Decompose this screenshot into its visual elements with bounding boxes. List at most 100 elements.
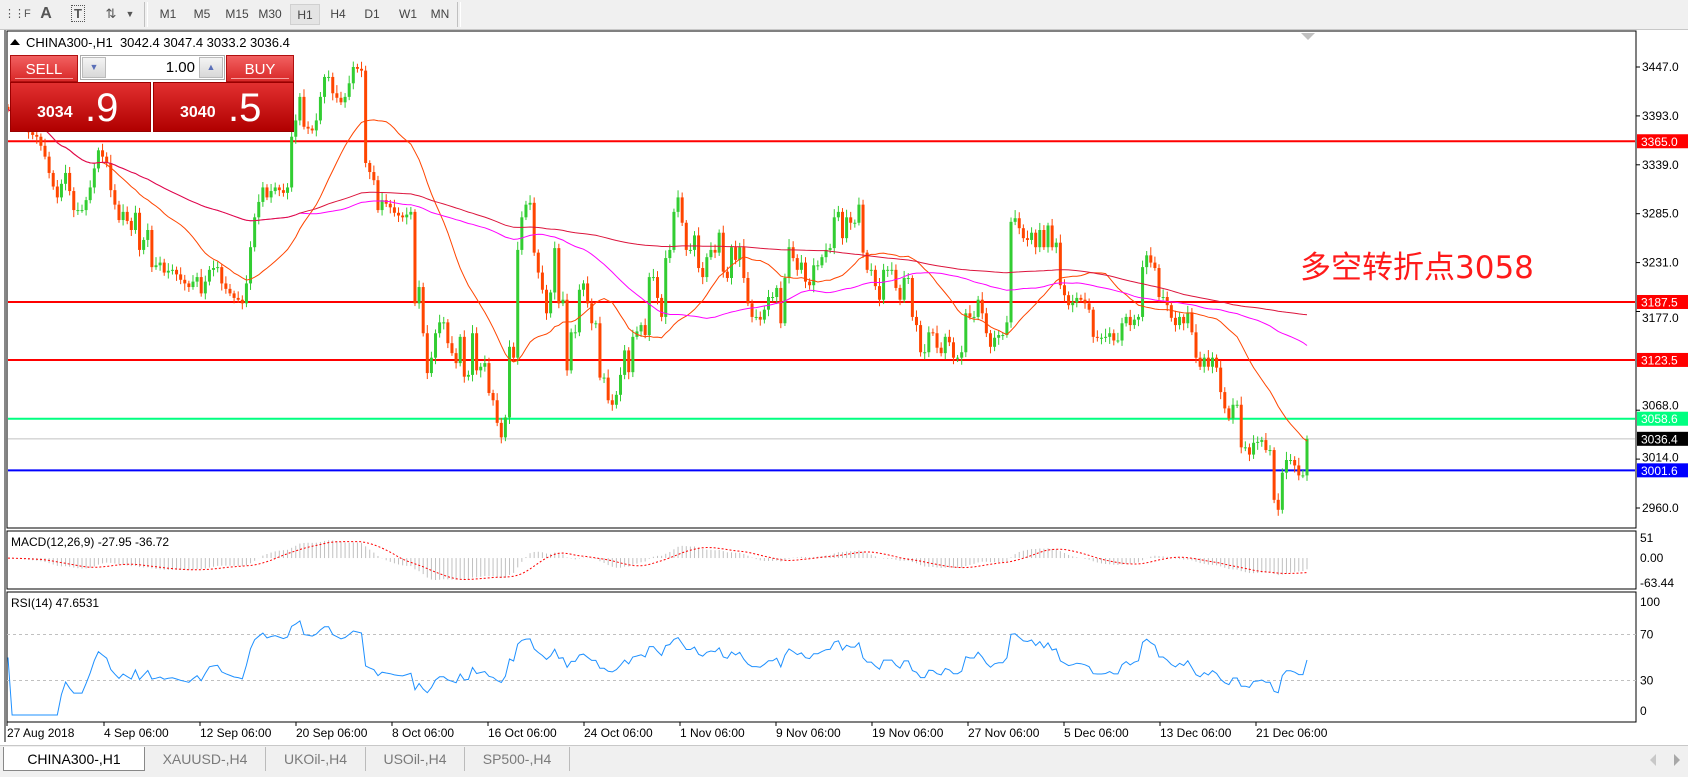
buy-price-button[interactable]: 3040 .5 (153, 82, 294, 132)
tab-xauusd-h4[interactable]: XAUUSD-,H4 (145, 747, 266, 771)
candle-bull (775, 287, 779, 298)
candle-bull (1046, 225, 1050, 248)
candle-bear (1025, 238, 1029, 240)
candle-bear (877, 286, 881, 300)
tab-usoil-h4[interactable]: USOil-,H4 (366, 747, 465, 771)
timeframe-m1[interactable]: M1 (159, 7, 177, 21)
candle-bear (1017, 218, 1021, 229)
rsi-axis-label: 0 (1640, 704, 1647, 718)
sell-price-button[interactable]: 3034 .9 (10, 82, 151, 132)
candle-bear (51, 172, 55, 187)
candle-bear (425, 333, 429, 374)
chevron-down-icon[interactable]: ▼ (125, 9, 135, 19)
candle-bull (471, 333, 475, 375)
timeframe-h4[interactable]: H4 (330, 7, 346, 21)
volume-decrease-button[interactable]: ▼ (82, 57, 106, 78)
candle-bear (495, 400, 499, 423)
candle-bull (1186, 312, 1190, 324)
candle-bull (832, 217, 836, 249)
tab-china300-h1[interactable]: CHINA300-,H1 (3, 747, 145, 771)
timeframe-h1[interactable]: H1 (290, 4, 320, 25)
candle-bear (183, 279, 187, 284)
candle-bull (80, 210, 84, 212)
candle-bull (1001, 335, 1005, 337)
candle-bull (1256, 441, 1260, 443)
timeframe-m5[interactable]: M5 (193, 7, 211, 21)
candle-bull (647, 277, 651, 336)
candle-bull (762, 309, 766, 320)
candle-bear (725, 271, 729, 278)
candle-bull (1132, 319, 1136, 326)
candle-bear (742, 247, 746, 278)
candle-bull (1202, 357, 1206, 367)
candle-bull (64, 172, 68, 184)
candle-bull (561, 299, 565, 304)
sell-price-big: .9 (85, 86, 119, 130)
time-axis-label: 13 Dec 06:00 (1160, 726, 1232, 740)
text-label-icon[interactable]: T (68, 4, 88, 24)
timeframe-m15[interactable]: M15 (225, 7, 249, 21)
timeframe-m30[interactable]: M30 (258, 7, 282, 21)
candle-bull (170, 269, 174, 271)
candle-bull (997, 335, 1001, 338)
candle-bear (1173, 317, 1177, 326)
candle-bear (656, 277, 659, 298)
scroll-right-arrow-icon[interactable] (1674, 754, 1680, 766)
volume-input[interactable]: 1.00 (165, 59, 195, 76)
candle-bull (976, 299, 980, 317)
candle-bear (162, 262, 166, 273)
collapse-triangle-icon[interactable] (10, 39, 20, 45)
candle-bull (1099, 337, 1103, 339)
candle-bear (968, 313, 972, 317)
tab-sp500-h4[interactable]: SP500-,H4 (465, 747, 570, 771)
volume-increase-button[interactable]: ▲ (199, 57, 223, 78)
candle-bull (146, 229, 150, 240)
time-axis-label: 9 Nov 06:00 (776, 726, 841, 740)
candle-bear (72, 191, 76, 211)
candle-bull (960, 352, 964, 358)
timeframe-d1[interactable]: D1 (364, 7, 380, 21)
candle-bull (1235, 404, 1239, 406)
sell-button[interactable]: SELL (10, 55, 78, 82)
candle-bear (734, 247, 738, 260)
candle-bull (619, 374, 623, 395)
text-icon[interactable]: A (40, 5, 52, 22)
candle-bear (1297, 465, 1301, 476)
candle-bear (947, 336, 951, 343)
candle-bear (368, 162, 372, 173)
candle-bull (845, 217, 849, 239)
candle-bear (462, 336, 466, 377)
candle-bear (499, 422, 503, 438)
price-level-tag-label: 3187.5 (1641, 295, 1678, 309)
candle-bull (417, 287, 421, 304)
candle-bear (803, 262, 807, 282)
candle-bear (873, 269, 877, 287)
candle-bull (438, 322, 442, 334)
arrows-icon[interactable]: ⇅ (105, 6, 117, 21)
volume-stepper[interactable]: ▼ 1.00 ▲ (80, 55, 225, 80)
scroll-left-arrow-icon[interactable] (1650, 754, 1656, 766)
candle-bear (610, 400, 614, 405)
rsi-pane (6, 591, 1637, 723)
candle-bear (450, 343, 454, 354)
candle-bear (220, 267, 224, 284)
candle-bull (886, 269, 890, 271)
timeframe-mn[interactable]: MN (430, 7, 450, 21)
candle-bear (1264, 440, 1268, 451)
buy-button[interactable]: BUY (226, 55, 294, 82)
price-axis-label: 3177.0 (1642, 311, 1679, 325)
tab-ukoil-h4[interactable]: UKOil-,H4 (266, 747, 366, 771)
candle-bull (142, 239, 146, 250)
timeframe-w1[interactable]: W1 (399, 7, 417, 21)
grid-f-icon[interactable]: ⋮⋮F (4, 8, 31, 20)
candle-bear (281, 190, 285, 193)
candle-bull (88, 187, 92, 201)
candle-bull (318, 96, 322, 121)
candle-bear (1050, 225, 1054, 248)
candle-bull (257, 201, 261, 218)
candle-bull (787, 247, 791, 278)
candle-bear (931, 332, 935, 334)
candle-bear (545, 289, 549, 314)
candle-bear (1034, 232, 1038, 248)
